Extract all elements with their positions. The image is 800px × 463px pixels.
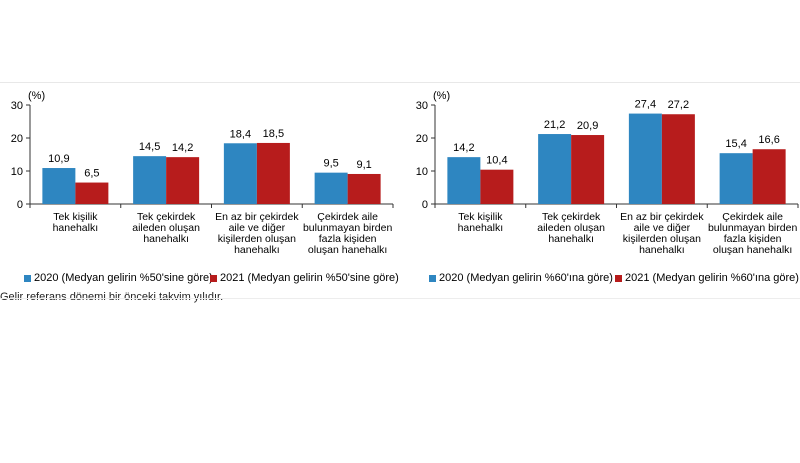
bar-2021 xyxy=(256,142,290,204)
data-label: 21,2 xyxy=(544,119,565,131)
y-unit-label: (%) xyxy=(28,90,45,102)
x-category-label-line: fazla kişiden xyxy=(724,233,782,245)
x-category-label-line: oluşan hanehalkı xyxy=(713,244,792,256)
y-tick-label: 10 xyxy=(11,166,23,178)
x-category-label-line: aileden oluşan xyxy=(132,222,200,234)
legend-item-2020: 2020 (Medyan gelirin %60'ına göre) xyxy=(429,272,613,284)
y-tick-label: 20 xyxy=(416,133,428,145)
x-category-label-line: hanehalkı xyxy=(53,222,99,234)
data-label: 27,2 xyxy=(668,99,689,111)
bar-2021 xyxy=(661,114,695,204)
bottom-divider xyxy=(0,298,800,299)
x-category-label-line: bulunmayan birden xyxy=(708,222,797,234)
bar-2020 xyxy=(538,134,572,204)
bar-2021 xyxy=(571,135,605,204)
data-label: 14,5 xyxy=(139,141,160,153)
bar-2020 xyxy=(223,143,257,204)
chart-legend: 2020 (Medyan gelirin %60'ına göre) 2021 … xyxy=(405,272,800,288)
x-category-label-line: oluşan hanehalkı xyxy=(308,244,387,256)
chart-legend: 2020 (Medyan gelirin %50'sine göre) 2021… xyxy=(0,272,399,288)
legend-label-2021: 2021 (Medyan gelirin %60'ına göre) xyxy=(625,272,799,284)
legend-label-2021: 2021 (Medyan gelirin %50'sine göre) xyxy=(220,272,399,284)
y-tick-label: 0 xyxy=(422,199,428,211)
x-category-label: Tek kişilik hanehalkı xyxy=(53,211,99,234)
x-category-label-line: Tek çekirdek xyxy=(137,211,196,223)
x-category-label-line: hanehalkı xyxy=(548,233,594,245)
bar-2020 xyxy=(628,113,662,204)
data-label: 6,5 xyxy=(84,168,99,180)
x-category-label-line: hanehalkı xyxy=(639,244,685,256)
chart-panel-50-percent: (%) 0 10 20 30 10,9 6,5 Tek kişilik hanehalkı 14,… xyxy=(0,86,399,296)
bar-2020 xyxy=(447,157,481,204)
legend-swatch-2020 xyxy=(24,274,31,282)
x-category-label-line: Çekirdek aile xyxy=(317,211,378,223)
x-category-label-line: En az bir çekirdek xyxy=(620,211,704,223)
top-divider xyxy=(0,82,800,83)
bar-2020 xyxy=(314,172,348,204)
data-label: 16,6 xyxy=(758,134,779,146)
x-category-label-line: Çekirdek aile xyxy=(722,211,783,223)
x-category-label: Çekirdek aile bulunmayan birden fazla kişi… xyxy=(708,211,797,256)
x-category-label-line: kişilerden oluşan xyxy=(623,233,701,245)
data-label: 9,5 xyxy=(323,158,338,170)
legend-swatch-2021 xyxy=(615,274,622,282)
bar-2021 xyxy=(752,149,786,204)
legend-item-2020: 2020 (Medyan gelirin %50'sine göre) xyxy=(24,272,213,284)
bar-2020 xyxy=(719,153,753,204)
x-category-label-line: hanehalkı xyxy=(143,233,189,245)
x-category-label: En az bir çekirdek aile ve diğer kişilerde… xyxy=(215,211,299,256)
x-category-label-line: Tek kişilik xyxy=(53,211,98,223)
data-label: 14,2 xyxy=(453,142,474,154)
y-tick-label: 30 xyxy=(416,100,428,112)
bar-2020 xyxy=(42,168,76,204)
x-category-label-line: hanehalkı xyxy=(234,244,280,256)
data-label: 18,4 xyxy=(230,128,251,140)
legend-item-2021: 2021 (Medyan gelirin %60'ına göre) xyxy=(615,272,799,284)
y-tick-label: 10 xyxy=(416,166,428,178)
bar-2021 xyxy=(347,173,381,204)
y-unit-label: (%) xyxy=(433,90,450,102)
legend-label-2020: 2020 (Medyan gelirin %50'sine göre) xyxy=(34,272,213,284)
bar-2021 xyxy=(480,169,514,204)
x-category-label-line: aile ve diğer xyxy=(229,222,286,234)
legend-label-2020: 2020 (Medyan gelirin %60'ına göre) xyxy=(439,272,613,284)
x-category-label-line: hanehalkı xyxy=(458,222,504,234)
x-category-label-line: Tek çekirdek xyxy=(542,211,601,223)
x-category-label-line: fazla kişiden xyxy=(319,233,377,245)
bar-2021 xyxy=(75,182,109,204)
data-label: 15,4 xyxy=(725,138,746,150)
data-label: 18,5 xyxy=(263,128,284,140)
y-tick-label: 0 xyxy=(17,199,23,211)
data-label: 9,1 xyxy=(356,159,371,171)
data-label: 20,9 xyxy=(577,120,598,132)
bar-2021 xyxy=(166,157,200,204)
x-category-label-line: kişilerden oluşan xyxy=(218,233,296,245)
y-tick-label: 30 xyxy=(11,100,23,112)
data-label: 14,2 xyxy=(172,142,193,154)
x-category-label-line: En az bir çekirdek xyxy=(215,211,299,223)
chart-panel-60-percent: (%) 0 10 20 30 14,2 10,4 Tek kişilik hanehalkı 21… xyxy=(405,86,800,296)
x-category-label-line: aile ve diğer xyxy=(634,222,691,234)
x-category-label: Tek çekirdek aileden oluşan hanehalkı xyxy=(537,211,605,245)
legend-swatch-2020 xyxy=(429,274,436,282)
x-category-label: Tek kişilik hanehalkı xyxy=(458,211,504,234)
footnote: Gelir referans dönemi bir önceki takvim … xyxy=(0,291,224,303)
x-category-label-line: aileden oluşan xyxy=(537,222,605,234)
x-category-label-line: Tek kişilik xyxy=(458,211,503,223)
x-category-label: Çekirdek aile bulunmayan birden fazla kişi… xyxy=(303,211,392,256)
y-tick-label: 20 xyxy=(11,133,23,145)
legend-swatch-2021 xyxy=(210,274,217,282)
data-label: 10,9 xyxy=(48,153,69,165)
x-category-label: En az bir çekirdek aile ve diğer kişilerde… xyxy=(620,211,704,256)
data-label: 10,4 xyxy=(486,155,507,167)
bar-2020 xyxy=(133,156,167,204)
legend-item-2021: 2021 (Medyan gelirin %50'sine göre) xyxy=(210,272,399,284)
x-category-label-line: bulunmayan birden xyxy=(303,222,392,234)
x-category-label: Tek çekirdek aileden oluşan hanehalkı xyxy=(132,211,200,245)
data-label: 27,4 xyxy=(635,99,656,111)
